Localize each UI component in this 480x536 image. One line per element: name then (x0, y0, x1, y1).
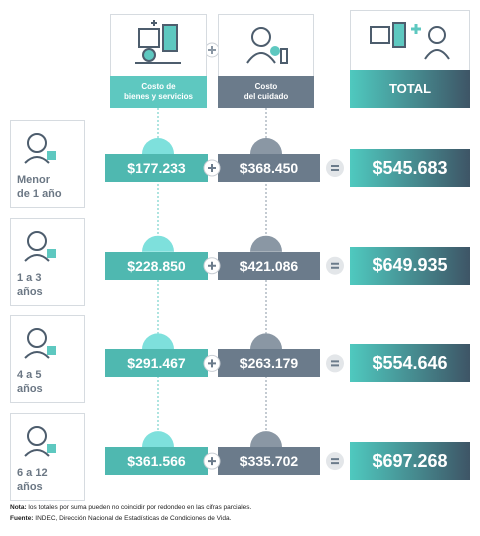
care-header-card: Costo del cuidado (218, 14, 314, 108)
care-half-circle (250, 333, 282, 350)
care-header-line: del cuidado (243, 92, 289, 101)
age-label-line: de 1 año (17, 188, 62, 200)
age-label: 4 a 5 años (17, 368, 43, 396)
plus-sign (208, 46, 216, 54)
total-cost: $545.683 (350, 149, 470, 187)
total-header-card: TOTAL (350, 10, 470, 108)
icon-accent (47, 346, 56, 356)
care-half-circle (250, 138, 282, 154)
care-icon (246, 27, 288, 64)
icon-head (27, 133, 47, 153)
age-icon (24, 230, 56, 262)
icon-accent (47, 248, 56, 258)
goods-half-circle (142, 138, 174, 154)
icon-head (27, 426, 47, 447)
goods-half-circle (142, 431, 174, 448)
age-label-line: años (17, 383, 43, 396)
age-label: 1 a 3 años (17, 271, 43, 299)
age-label: Menor de 1 año (17, 173, 62, 201)
age-label-line: 4 a 5 (17, 369, 42, 382)
care-header-line: Costo (254, 82, 278, 91)
care-half-circle (250, 431, 282, 448)
age-label-line: Menor (17, 174, 50, 186)
age-label-line: 6 a 12 (17, 467, 48, 480)
total-cost: $697.268 (350, 442, 470, 481)
age-icon (24, 426, 56, 457)
goods-half-circle (142, 235, 174, 252)
goods-header-card: Costo de bienes y servicios (110, 14, 207, 108)
goods-cost: $228.850 (105, 251, 208, 280)
source-label: Fuente: (10, 515, 34, 522)
age-label: 6 a 12 años (17, 466, 48, 494)
goods-half-circle (142, 333, 174, 350)
age-card: 1 a 3 años (10, 217, 85, 306)
age-label-line: 1 a 3 (17, 271, 42, 284)
care-cost: $335.702 (218, 447, 320, 476)
goods-header-line: bienes y servicios (124, 92, 193, 101)
total-cost: $649.935 (350, 246, 470, 285)
goods-icon (135, 20, 181, 64)
age-icon (24, 328, 56, 360)
care-cost: $421.086 (218, 251, 320, 280)
icon-body (24, 449, 50, 457)
total-header-label: TOTAL (350, 70, 470, 108)
goods-header-line: Costo de (141, 82, 176, 91)
note: Nota: los totales por suma pueden no coi… (10, 504, 251, 511)
icon-body (24, 156, 50, 164)
icon-accent (47, 151, 56, 160)
source-text: INDEC, Dirección Nacional de Estadística… (35, 515, 232, 522)
age-label-line: años (17, 285, 43, 298)
total-cost: $554.646 (350, 344, 470, 383)
goods-cost: $361.566 (105, 447, 208, 476)
note-label: Nota: (10, 504, 27, 511)
icon-head (27, 328, 47, 349)
age-card: Menor de 1 año (10, 120, 85, 208)
age-label-line: años (17, 481, 43, 494)
note-text: los totales por suma pueden no coincidir… (28, 504, 252, 511)
age-icon (24, 133, 56, 164)
goods-cost: $291.467 (105, 349, 208, 378)
icon-body (24, 351, 50, 360)
goods-header-label: Costo de bienes y servicios (110, 76, 207, 108)
age-card: 6 a 12 años (10, 413, 85, 502)
care-half-circle (250, 235, 282, 252)
total-icon (370, 22, 450, 60)
age-card: 4 a 5 años (10, 315, 85, 404)
care-cost: $368.450 (218, 154, 320, 182)
icon-body (24, 253, 50, 262)
icon-head (27, 230, 47, 251)
care-header-label: Costo del cuidado (218, 76, 314, 108)
source: Fuente: INDEC, Dirección Nacional de Est… (10, 515, 231, 522)
icon-accent (47, 444, 56, 454)
care-cost: $263.179 (218, 349, 320, 378)
goods-cost: $177.233 (105, 154, 208, 182)
